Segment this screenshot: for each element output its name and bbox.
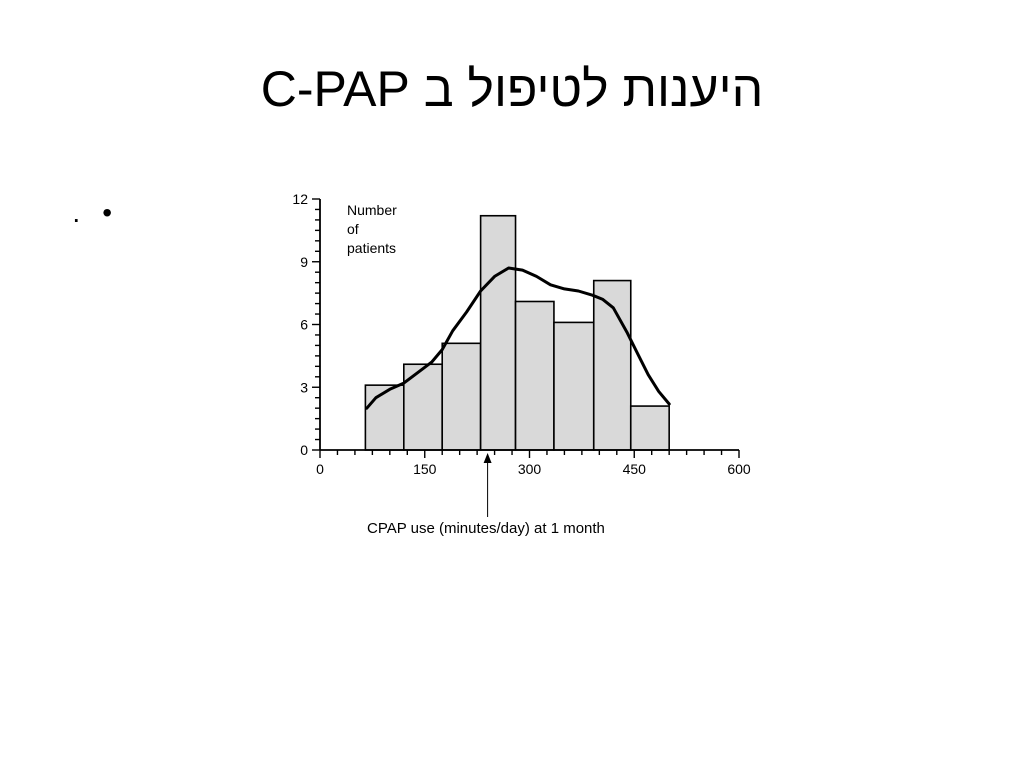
y-axis-label-line: of	[347, 221, 359, 237]
x-tick-label: 0	[316, 461, 324, 477]
marker-arrow-icon	[483, 453, 492, 463]
density-curve-line	[365, 266, 671, 410]
y-tick-label: 9	[300, 254, 308, 270]
x-tick-label: 150	[413, 461, 437, 477]
y-axis-label-line: patients	[347, 240, 396, 256]
y-tick-label: 3	[300, 379, 308, 395]
bullet-item: •.	[72, 196, 112, 230]
histogram-bar	[629, 405, 670, 451]
y-tick-label: 12	[292, 191, 308, 207]
bullet-text: .	[72, 197, 81, 228]
y-tick-label: 0	[300, 442, 308, 458]
histogram-bar	[553, 321, 595, 451]
y-axis-label-line: Number	[347, 202, 397, 218]
curve-layer	[365, 266, 671, 410]
y-axis-label: Number of patients	[347, 202, 397, 256]
histogram-chart: 0 150 300 450 600 0 3 6 9 12 Number of patients CPAP …	[292, 191, 750, 537]
histogram-bar	[514, 300, 555, 451]
y-tick-label: 6	[300, 317, 308, 333]
histogram-bar	[441, 342, 482, 451]
slide-title: היענות לטיפול ב C-PAP	[260, 61, 764, 117]
bullet-icon: •	[102, 197, 112, 228]
histogram-bar	[479, 214, 517, 451]
histogram-bar	[364, 384, 405, 451]
x-axis-label: CPAP use (minutes/day) at 1 month	[367, 520, 605, 537]
label-layer: 0 150 300 450 600 0 3 6 9 12 Number of patients CPAP …	[292, 191, 750, 537]
x-tick-label: 300	[518, 461, 542, 477]
axis-layer	[312, 198, 740, 517]
x-tick-label: 450	[623, 461, 647, 477]
bars-layer	[364, 214, 670, 451]
x-tick-label: 600	[727, 461, 751, 477]
